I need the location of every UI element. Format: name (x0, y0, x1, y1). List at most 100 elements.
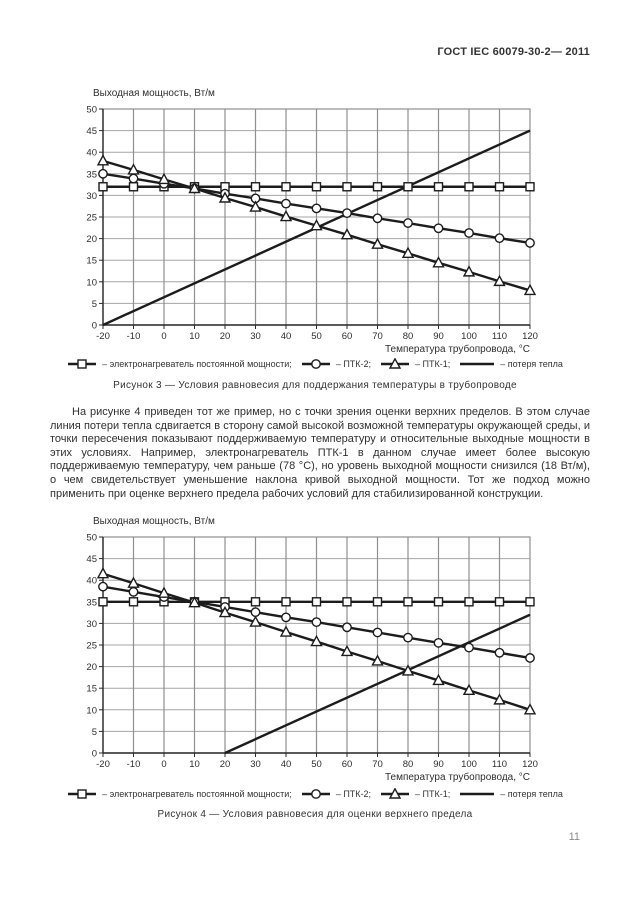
x-tick-label: 60 (342, 759, 353, 770)
square-marker-icon (77, 789, 87, 799)
figure3-legend: – электронагреватель постоянной мощности… (0, 358, 630, 370)
triangle-marker-icon (401, 246, 415, 258)
body-paragraph: На рисунке 4 приведен тот же пример, но … (50, 406, 590, 500)
legend-marker-triangle-icon (381, 788, 410, 799)
y-tick-label: 0 (92, 321, 97, 332)
circle-marker-icon (310, 359, 321, 369)
legend-item: – электронагреватель постоянной мощности… (67, 358, 292, 370)
triangle-marker-icon (371, 237, 384, 249)
triangle-marker-icon (279, 209, 293, 222)
x-tick-label: 40 (281, 759, 292, 770)
triangle-marker-icon (218, 605, 232, 618)
x-tick-label: 50 (311, 331, 322, 342)
legend-item: – ПТК-2; (301, 358, 371, 370)
x-tick-label: 90 (433, 759, 444, 770)
legend-item: – электронагреватель постоянной мощности… (67, 788, 292, 800)
circle-marker-icon (464, 642, 474, 653)
legend-label: – ПТК-1; (415, 789, 451, 799)
y-axis-title: Выходная мощность, Вт/м (93, 516, 215, 527)
legend-marker-circle-icon (301, 359, 330, 369)
y-tick-label: 10 (86, 705, 97, 716)
square-marker-icon (98, 597, 108, 607)
circle-marker-icon (342, 622, 352, 633)
figure4-caption: Рисунок 4 — Условия равновесия для оценк… (157, 809, 473, 820)
square-marker-icon (281, 182, 291, 192)
triangle-marker-icon (157, 586, 171, 598)
x-tick-label: -20 (96, 331, 110, 342)
y-tick-label: 20 (86, 234, 97, 245)
triangle-marker-icon (371, 654, 384, 666)
square-marker-icon (311, 182, 322, 192)
x-tick-label: 120 (522, 331, 538, 342)
legend-label: – ПТК-2; (335, 359, 372, 369)
y-tick-label: 30 (86, 619, 97, 630)
square-marker-icon (342, 182, 352, 192)
x-tick-label: 10 (189, 331, 200, 342)
legend-marker-square-icon (68, 359, 97, 369)
y-tick-label: 40 (86, 148, 97, 159)
circle-marker-icon (403, 632, 413, 643)
x-tick-label: 70 (372, 759, 383, 770)
triangle-marker-icon (249, 200, 262, 212)
triangle-marker-icon (310, 634, 323, 647)
triangle-marker-icon (127, 163, 140, 175)
triangle-marker-icon (157, 172, 171, 185)
legend-item: – потеря тепла (459, 788, 563, 800)
square-marker-icon (433, 597, 444, 607)
triangle-marker-icon (249, 615, 262, 627)
legend-item: – ПТК-1; (380, 358, 450, 370)
square-marker-icon (403, 182, 413, 192)
square-marker-icon (494, 597, 505, 607)
legend-marker-triangle-icon (381, 358, 410, 369)
square-marker-icon (372, 597, 383, 607)
y-tick-label: 15 (86, 256, 97, 267)
legend-label: – электронагреватель постоянной мощности… (102, 359, 292, 369)
square-marker-icon (464, 597, 474, 607)
x-tick-label: 20 (220, 759, 231, 770)
square-marker-icon (342, 597, 352, 607)
x-tick-label: 100 (461, 759, 477, 770)
x-tick-label: 40 (281, 331, 292, 342)
series-line (224, 613, 531, 755)
circle-marker-icon (525, 653, 535, 663)
square-marker-icon (250, 597, 261, 607)
y-tick-label: 45 (86, 554, 97, 565)
y-tick-label: 15 (86, 684, 97, 695)
y-tick-label: 5 (92, 299, 97, 310)
circle-marker-icon (128, 173, 139, 184)
legend-label: – ПТК-2; (335, 789, 372, 799)
legend-marker-line-icon (460, 362, 495, 366)
square-marker-icon (77, 359, 87, 369)
triangle-marker-icon (462, 265, 476, 277)
y-tick-label: 5 (92, 727, 97, 738)
square-marker-icon (494, 182, 505, 192)
square-marker-icon (128, 597, 139, 607)
x-tick-label: 30 (250, 759, 261, 770)
triangle-marker-icon (462, 683, 476, 696)
y-tick-label: 35 (86, 169, 97, 180)
y-axis-title: Выходная мощность, Вт/м (93, 88, 215, 99)
circle-marker-icon (98, 168, 108, 179)
x-tick-label: 0 (161, 331, 166, 342)
y-tick-label: 35 (86, 597, 97, 608)
x-tick-label: 50 (311, 759, 322, 770)
circle-marker-icon (281, 612, 291, 623)
circle-marker-icon (433, 223, 444, 234)
circle-marker-icon (310, 789, 321, 799)
square-marker-icon (464, 182, 474, 192)
figure3-caption: Рисунок 3 — Условия равновесия для подде… (113, 380, 517, 391)
legend-marker-square-icon (68, 789, 97, 799)
square-marker-icon (250, 182, 261, 192)
triangle-marker-icon (432, 673, 445, 686)
circle-marker-icon (281, 198, 291, 209)
circle-marker-icon (342, 208, 352, 219)
figure4-upper-limit-chart: -20 -10 0 10 20 30 40 50 60 70 80 90 100 110 120 0 5 10 15… (86, 516, 538, 783)
circle-marker-icon (464, 228, 474, 238)
triangle-marker-icon (127, 576, 140, 588)
legend-label: – электронагреватель постоянной мощности… (102, 789, 292, 799)
circle-marker-icon (433, 637, 444, 648)
x-tick-label: 90 (433, 331, 444, 342)
y-tick-label: 30 (86, 191, 97, 202)
square-marker-icon (525, 182, 535, 192)
